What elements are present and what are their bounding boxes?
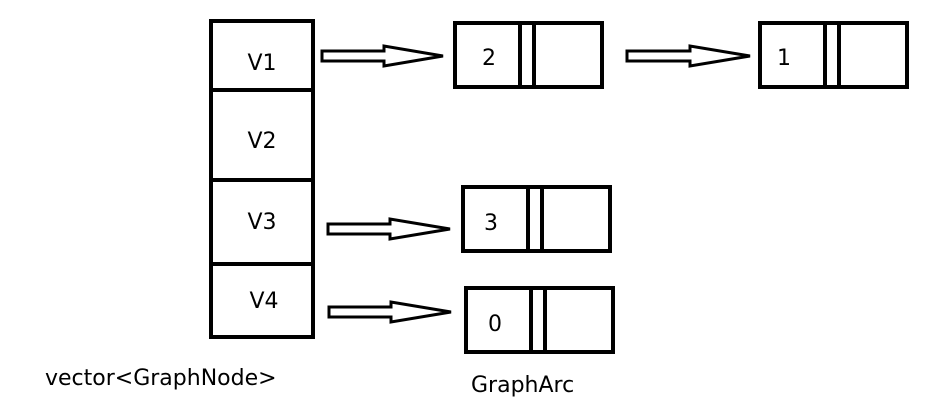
arrow-v1-to-arc [320, 44, 444, 68]
arc-value: 1 [777, 46, 791, 71]
vector-column [209, 19, 315, 339]
arrow-v3-to-arc [326, 217, 451, 241]
vector-cell-v3: V3 [247, 210, 276, 235]
arc-label: GraphArc [471, 373, 575, 398]
vector-label: vector<GraphNode> [45, 366, 277, 391]
arc-value: 2 [482, 46, 496, 71]
vector-cell-v2: V2 [247, 129, 276, 154]
arc-node [758, 21, 909, 89]
arc-value: 0 [488, 312, 502, 337]
arc-node [464, 286, 615, 354]
arrow-v4-to-arc [327, 300, 452, 324]
arc-value: 3 [484, 211, 498, 236]
vector-cell-v1: V1 [247, 51, 276, 76]
arrow-arc-to-next [625, 44, 751, 68]
arc-node [453, 21, 604, 89]
arc-node [461, 185, 612, 253]
vector-cell-v4: V4 [249, 289, 278, 314]
